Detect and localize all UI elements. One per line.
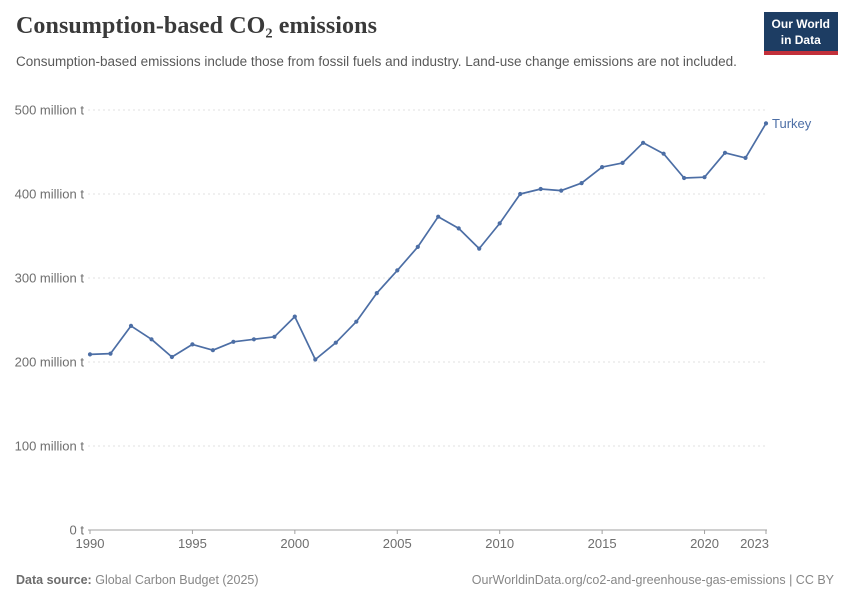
data-point — [292, 314, 297, 319]
x-tick-label: 1995 — [178, 536, 207, 551]
data-point — [600, 165, 605, 170]
x-tick-label: 2020 — [690, 536, 719, 551]
data-point — [128, 323, 134, 328]
y-tick-label: 0 t — [70, 523, 85, 538]
data-point — [374, 291, 379, 296]
data-point — [251, 337, 256, 342]
data-source-label: Data source: — [16, 573, 92, 587]
data-point — [395, 268, 400, 273]
data-point — [87, 352, 93, 357]
series-markers — [87, 121, 769, 362]
data-source: Data source: Global Carbon Budget (2025) — [16, 573, 259, 587]
data-point — [641, 140, 646, 145]
data-point — [661, 151, 666, 156]
chart-footer: Data source: Global Carbon Budget (2025)… — [16, 573, 834, 587]
owid-logo-line2: in Data — [780, 32, 821, 47]
data-point — [620, 160, 625, 165]
data-point — [763, 121, 769, 126]
data-point — [149, 337, 154, 342]
y-tick-label: 100 million t — [15, 439, 85, 454]
data-point — [538, 186, 543, 192]
data-point — [579, 181, 584, 186]
data-point — [682, 175, 687, 181]
data-point — [702, 175, 707, 180]
owid-logo-line1: Our World — [771, 17, 830, 31]
owid-logo: Our World in Data — [763, 12, 838, 56]
data-point — [313, 357, 318, 362]
data-point — [497, 221, 502, 226]
data-point — [436, 214, 441, 219]
chart-subtitle: Consumption-based emissions include thos… — [16, 54, 737, 69]
data-point — [231, 339, 236, 344]
data-point — [190, 342, 195, 347]
data-point — [559, 188, 564, 193]
y-tick-label: 300 million t — [15, 271, 85, 286]
data-point — [456, 226, 461, 231]
data-point — [108, 351, 113, 356]
x-tick-label: 2005 — [383, 536, 412, 551]
data-point — [415, 244, 420, 249]
x-tick-label: 2023 — [740, 536, 769, 551]
series-end-label: Turkey — [772, 116, 812, 131]
footer-citation-link[interactable]: OurWorldinData.org/co2-and-greenhouse-ga… — [471, 573, 834, 587]
data-point — [354, 319, 359, 324]
data-point — [169, 354, 174, 360]
data-source-value: Global Carbon Budget (2025) — [95, 573, 259, 587]
page-title: Consumption-based CO₂ emissions — [16, 13, 378, 39]
x-tick-label: 1990 — [76, 536, 105, 551]
data-point — [477, 246, 482, 251]
series-line — [89, 122, 767, 361]
y-tick-label: 500 million t — [15, 103, 85, 118]
data-point — [272, 334, 277, 339]
data-point — [518, 191, 523, 197]
chart-area[interactable]: 0 t 100 million t 200 million t 300 million… — [0, 95, 850, 560]
y-gridlines — [88, 109, 767, 447]
x-tick-label: 2010 — [485, 536, 514, 551]
data-point — [743, 155, 748, 160]
x-tick-label: 2015 — [588, 536, 617, 551]
y-tick-label: 400 million t — [15, 187, 85, 202]
line-chart[interactable]: 0 t 100 million t 200 million t 300 million… — [0, 95, 850, 560]
data-point — [722, 150, 728, 155]
data-point — [210, 348, 215, 353]
x-tick-label: 2000 — [280, 536, 309, 551]
y-tick-label: 200 million t — [15, 355, 85, 370]
data-point — [333, 340, 338, 345]
